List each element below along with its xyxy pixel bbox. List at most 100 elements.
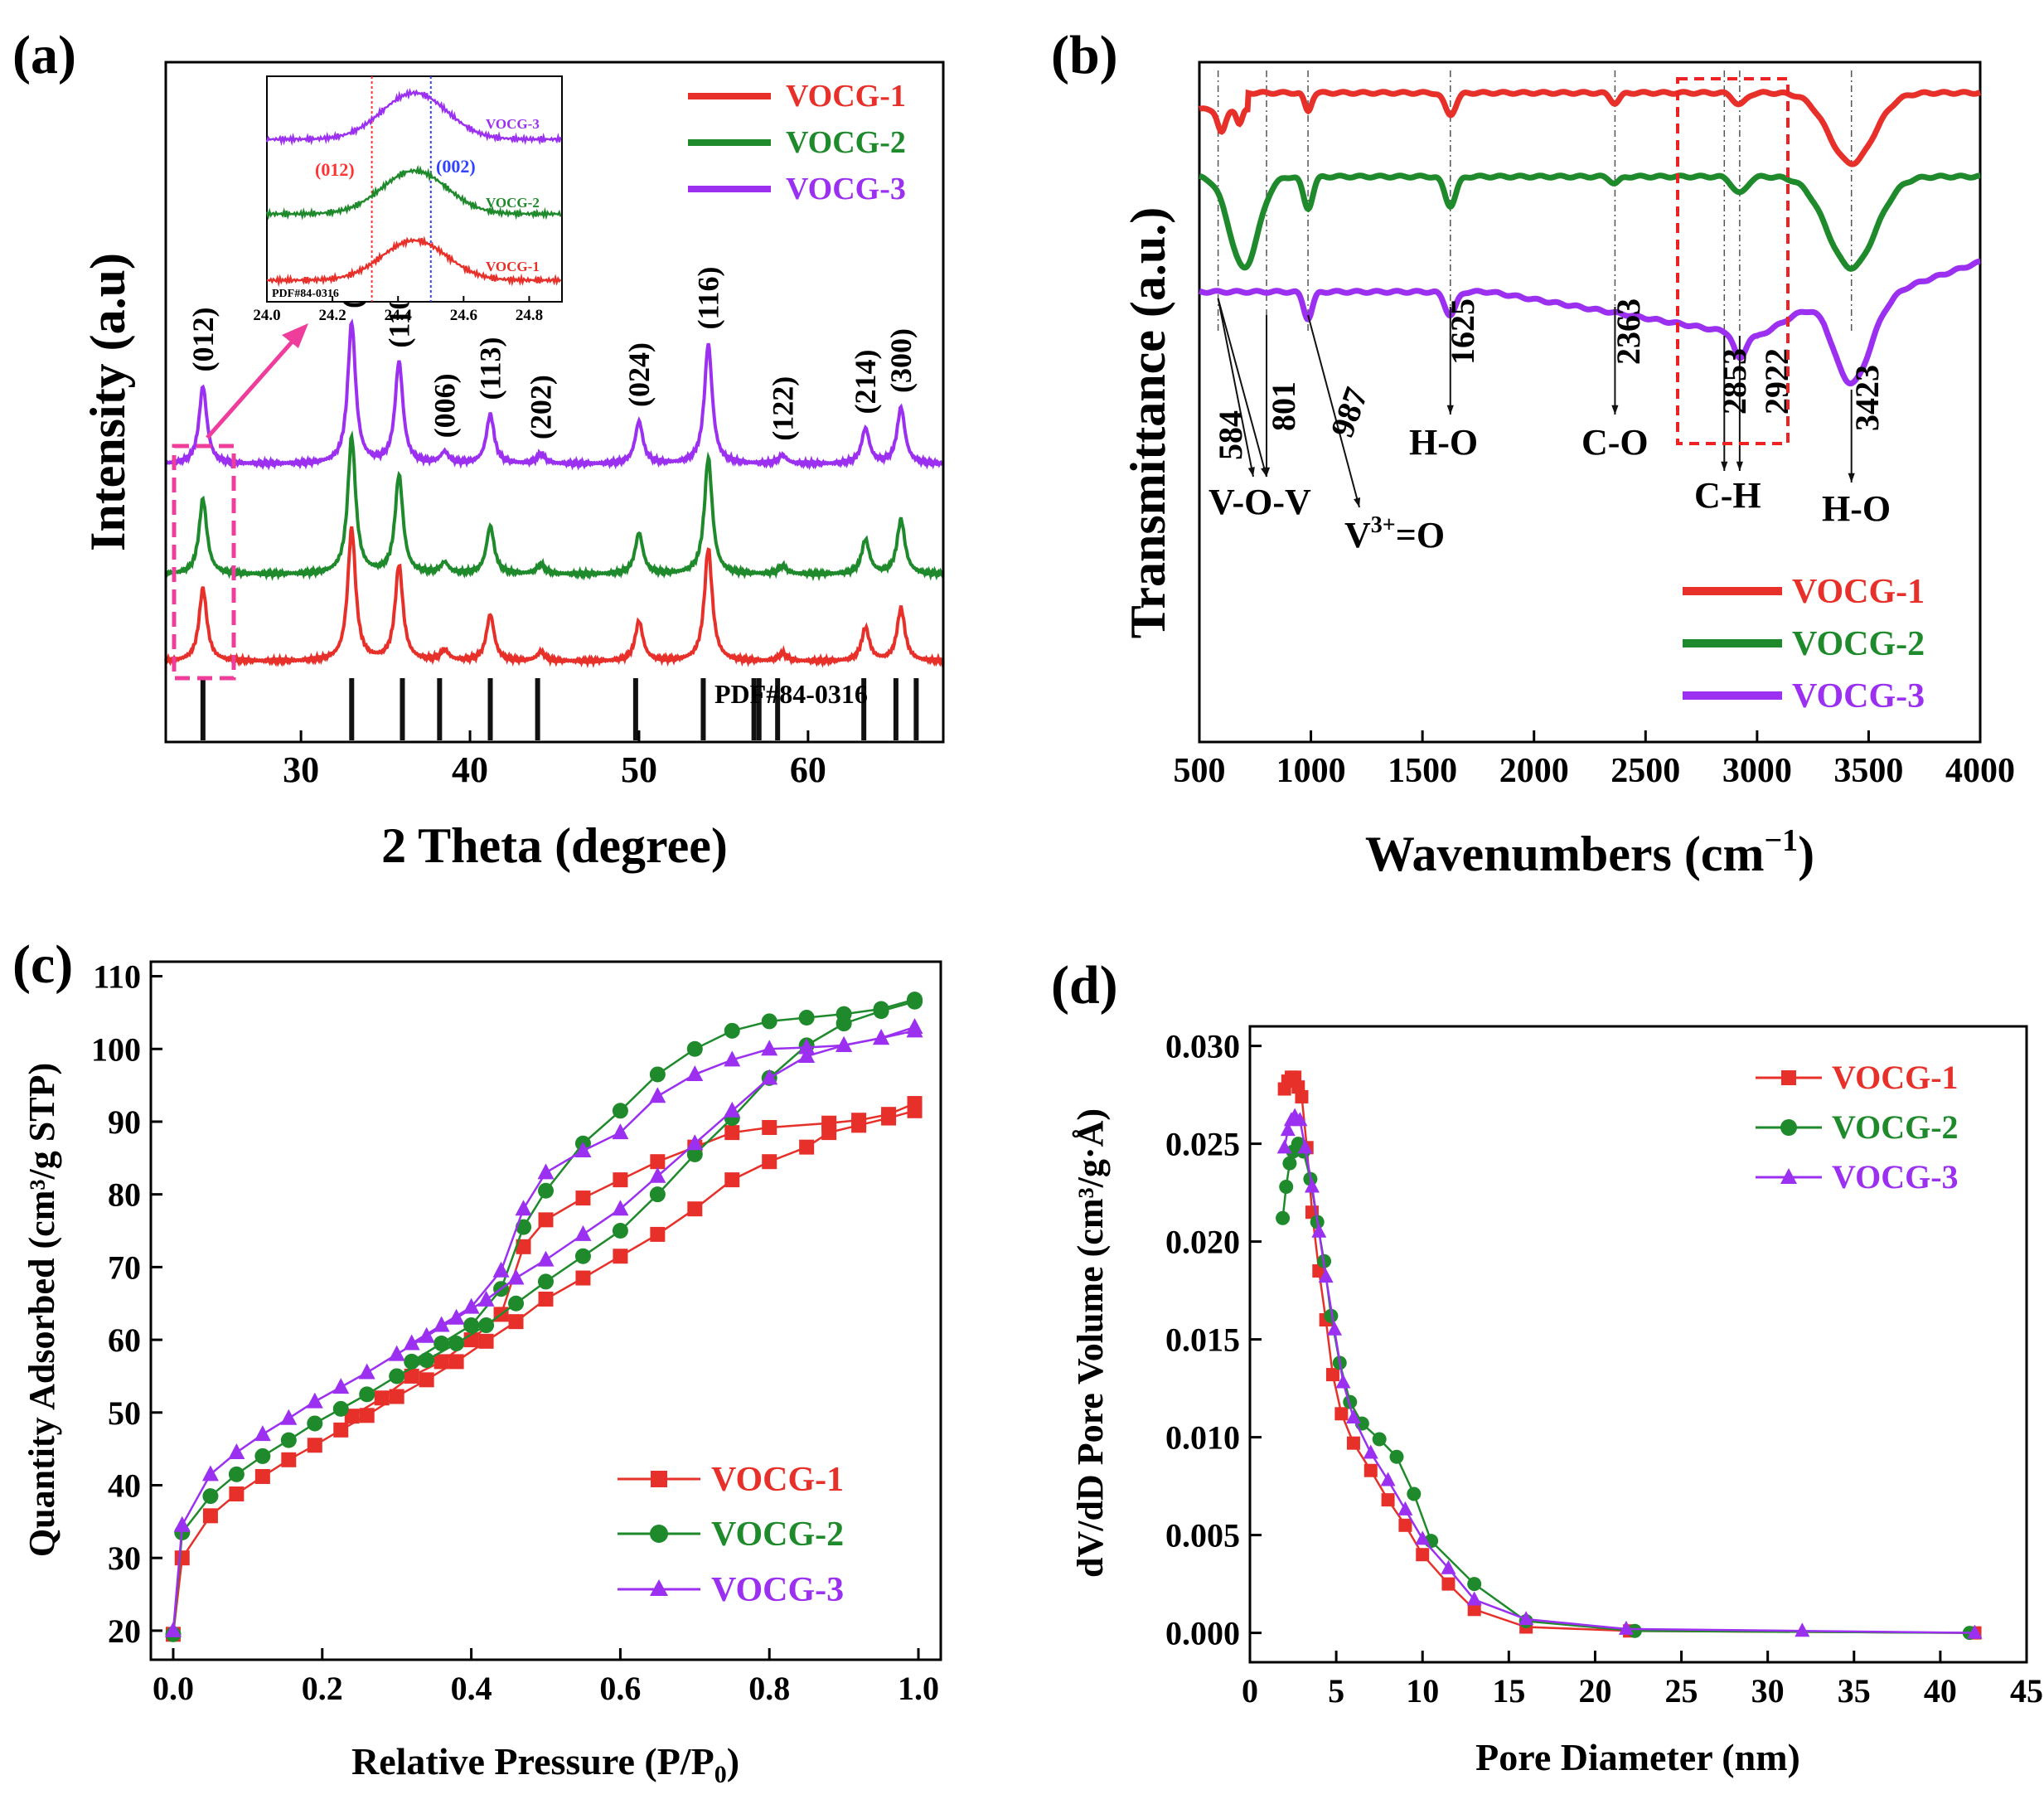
d-xtick-label: 10	[1406, 1672, 1439, 1709]
d-ytick-label: 0.005	[1165, 1517, 1240, 1554]
c-legend-marker-3	[650, 1579, 668, 1596]
c-point-vocg3	[649, 1166, 666, 1183]
b-xlabel-close: )	[1798, 827, 1814, 881]
d-xtick-label: 30	[1751, 1672, 1785, 1709]
c-point-vocg3	[798, 1047, 816, 1064]
c-legend-label-3: VOCG-3	[711, 1571, 844, 1609]
d-point-vocg3	[1380, 1472, 1396, 1486]
c-point-vocg2	[612, 1223, 628, 1239]
c-xtick-label: 1.0	[898, 1670, 939, 1707]
c-ytick-label: 80	[108, 1176, 141, 1214]
b-assign-v3o-sup: 3+	[1371, 512, 1396, 538]
c-point-vocg2	[516, 1219, 532, 1235]
a-inset-label-012: (012)	[315, 159, 355, 180]
d-axis-ticks: 0 5 10 15 20 25 30 35 40 45 0.000 0.005 0.010 0.015 0.…	[1165, 1028, 2043, 1709]
c-desorption-line-1	[351, 1102, 915, 1418]
d-point-vocg3	[1304, 1178, 1320, 1193]
a-hkl-label: (006)	[429, 373, 462, 438]
c-point-vocg2	[389, 1368, 405, 1385]
a-hkl-label: (300)	[884, 328, 918, 393]
d-point-vocg1	[1381, 1493, 1395, 1507]
c-point-vocg3	[173, 1515, 191, 1532]
c-point-vocg2	[873, 1001, 889, 1017]
c-point-vocg1	[404, 1368, 419, 1384]
a-xtick-label: 30	[283, 749, 319, 790]
c-point-vocg2	[612, 1103, 628, 1119]
d-xtick-label: 5	[1328, 1672, 1344, 1709]
c-point-vocg3	[836, 1035, 853, 1052]
c-point-vocg1	[508, 1314, 524, 1330]
c-point-vocg1	[821, 1115, 837, 1131]
a-inset-ticks: 24.0 24.2 24.4 24.6 24.8	[253, 296, 543, 324]
c-point-vocg2	[448, 1335, 465, 1351]
c-point-vocg3	[761, 1040, 778, 1056]
c-point-vocg2	[686, 1040, 703, 1057]
d-point-vocg3	[1466, 1591, 1482, 1606]
b-arrow-head	[1262, 467, 1271, 477]
b-legend-label-2: VOCG-2	[1792, 625, 1925, 663]
d-point-vocg3	[1292, 1112, 1308, 1127]
d-point-vocg3	[1327, 1321, 1343, 1336]
d-point-vocg3	[1363, 1444, 1378, 1459]
c-point-vocg1	[650, 1154, 666, 1170]
d-point-vocg3	[1345, 1409, 1361, 1423]
panel-d-label: (d)	[1051, 955, 1118, 1016]
d-ytick-label: 0.015	[1165, 1321, 1240, 1359]
a-xtick-label: 60	[790, 749, 826, 790]
c-point-vocg3	[612, 1200, 629, 1216]
d-xtick-label: 35	[1838, 1672, 1871, 1709]
c-point-vocg3	[761, 1069, 778, 1085]
c-point-vocg3	[686, 1064, 704, 1081]
b-curve-1	[1199, 89, 1981, 167]
b-arrow-head	[1721, 461, 1728, 471]
c-point-vocg3	[477, 1290, 495, 1307]
b-legend-label-1: VOCG-1	[1792, 573, 1925, 611]
c-point-vocg1	[359, 1408, 375, 1423]
b-band-label: 3423	[1848, 365, 1886, 431]
d-point-vocg3	[1311, 1223, 1327, 1238]
c-point-vocg1	[307, 1438, 322, 1453]
c-point-vocg2	[228, 1466, 245, 1482]
b-xtick-label: 1000	[1276, 752, 1346, 790]
b-xtick-label: 2500	[1610, 752, 1680, 790]
a-inset-xtick-label: 24.0	[253, 307, 280, 324]
c-point-vocg3	[358, 1363, 375, 1380]
b-band-label: 2363	[1610, 298, 1647, 365]
c-point-vocg2	[202, 1488, 219, 1505]
c-xtick-label: 0.6	[599, 1670, 641, 1707]
d-point-vocg1	[1363, 1463, 1378, 1477]
c-point-vocg2	[538, 1182, 554, 1199]
b-legend-label-3: VOCG-3	[1792, 677, 1925, 715]
c-point-vocg2	[686, 1146, 703, 1162]
d-ytick-label: 0.010	[1165, 1419, 1240, 1457]
c-point-vocg1	[389, 1389, 404, 1404]
a-inset-series-label-1: VOCG-1	[486, 259, 540, 274]
c-xtick-label: 0.4	[451, 1670, 492, 1707]
panel-b-ftir: (b) 584 801 987 1625 2363 2853 2922 3423 500 100…	[1051, 25, 2015, 881]
c-legend: VOCG-1 VOCG-2 VOCG-3	[618, 1461, 844, 1609]
a-plot-frame	[164, 61, 945, 744]
c-point-vocg3	[332, 1378, 350, 1394]
b-ch-highlight-box	[1676, 77, 1790, 445]
c-point-vocg2	[478, 1317, 495, 1334]
a-zoom-arrowhead	[282, 323, 308, 348]
d-point-vocg3	[1318, 1268, 1334, 1283]
a-hkl-labels: (012)(104)(110)(006)(113)(202)(024)(116)…	[186, 244, 918, 441]
c-ytick-label: 20	[108, 1612, 141, 1650]
c-point-vocg3	[507, 1268, 525, 1285]
a-xtick-label: 40	[452, 749, 488, 790]
b-xtick-label: 500	[1174, 752, 1226, 790]
d-point-vocg3	[1618, 1620, 1634, 1635]
c-point-vocg3	[254, 1425, 271, 1442]
a-inset-xtick-label: 24.4	[385, 307, 413, 324]
b-x-ticks: 500 1000 1500 2000 2500 3000 3500 4000	[1174, 730, 2015, 790]
panel-a-xrd: (a) (012)(104)(110)(006)(113)(202)(024)(…	[12, 25, 945, 873]
c-isotherm-series	[164, 992, 923, 1642]
b-assign-v3o: V3+=O	[1344, 512, 1445, 555]
a-inset-curves	[265, 87, 562, 288]
b-band-labels: 584 801 987 1625 2363 2853 2922 3423	[1212, 298, 1886, 460]
c-point-vocg3	[724, 1050, 741, 1067]
d-point-vocg3	[1280, 1122, 1296, 1137]
panel-c-isotherm: (c) 0.0 0.2 0.4 0.6 0.8 1.0 20 30 40 50 60 70 80 90 10…	[12, 934, 942, 1788]
d-point-vocg1	[1346, 1436, 1360, 1450]
